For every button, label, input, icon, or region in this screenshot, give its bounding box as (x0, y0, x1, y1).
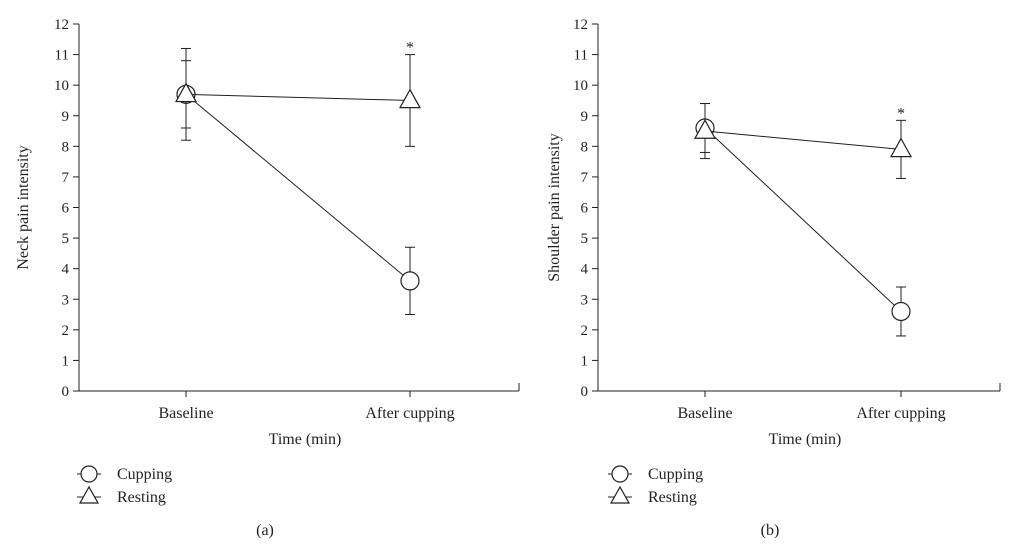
legend-label: Resting (648, 489, 697, 506)
legend-triangle-marker (609, 485, 631, 504)
significance-asterisk: * (406, 40, 414, 57)
series-line (704, 130, 902, 150)
y-tick-label: 1 (62, 353, 70, 369)
y-tick-label: 0 (62, 384, 70, 400)
legend-circle-marker (611, 465, 629, 483)
series-resting (693, 103, 913, 179)
x-axis-title: Time (min) (269, 431, 342, 448)
y-tick-label: 10 (54, 78, 69, 94)
y-tick-label: 4 (581, 262, 589, 278)
y-tick-label: 4 (62, 262, 70, 278)
y-tick-label: 9 (62, 109, 70, 125)
triangle-marker (693, 119, 717, 139)
panel-label: (a) (256, 522, 274, 539)
y-tick-label: 3 (581, 292, 589, 308)
significance-asterisk: * (897, 105, 905, 122)
x-tick-label: After cupping (365, 405, 454, 422)
y-tick-label: 7 (62, 170, 70, 186)
legend-label: Cupping (648, 466, 703, 483)
y-tick-label: 5 (62, 231, 70, 247)
series-line (185, 93, 411, 101)
circle-marker (400, 271, 420, 291)
y-axis-title: Neck pain intensity (15, 145, 32, 269)
y-axis-title: Shoulder pain intensity (546, 133, 563, 281)
series-cupping (176, 47, 420, 316)
legend-circle-marker (80, 465, 98, 483)
y-tick-label: 8 (62, 139, 70, 155)
series-resting (174, 54, 422, 147)
x-tick-label: After cupping (856, 405, 945, 422)
legend-label: Cupping (117, 466, 172, 483)
y-tick-label: 1 (581, 353, 589, 369)
y-tick-label: 3 (62, 292, 70, 308)
y-tick-label: 2 (62, 323, 70, 339)
triangle-marker (889, 137, 913, 158)
y-tick-label: 11 (574, 48, 588, 64)
y-tick-label: 12 (573, 17, 588, 33)
y-tick-label: 9 (581, 109, 589, 125)
series-line (185, 93, 411, 282)
y-tick-label: 12 (54, 17, 69, 33)
y-tick-label: 5 (581, 231, 589, 247)
legend: Cupping Resting (77, 465, 172, 506)
series-cupping (695, 103, 911, 337)
series-line (704, 127, 902, 312)
y-tick-label: 8 (581, 139, 589, 155)
legend-label: Resting (117, 489, 166, 506)
circle-marker (891, 301, 911, 322)
triangle-marker (174, 82, 198, 103)
y-tick-label: 2 (581, 323, 589, 339)
y-tick-label: 7 (581, 170, 589, 186)
x-tick-label: Baseline (158, 405, 213, 422)
legend: Cupping Resting (608, 465, 703, 506)
triangle-marker (398, 88, 422, 109)
x-axis-title: Time (min) (769, 431, 842, 448)
y-tick-label: 10 (573, 78, 588, 94)
panel-label: (b) (761, 522, 780, 539)
y-tick-label: 0 (581, 384, 589, 400)
y-tick-label: 6 (62, 201, 70, 217)
legend-triangle-marker (78, 485, 100, 504)
y-tick-label: 11 (55, 48, 69, 64)
x-tick-label: Baseline (677, 405, 732, 422)
y-tick-label: 6 (581, 201, 589, 217)
